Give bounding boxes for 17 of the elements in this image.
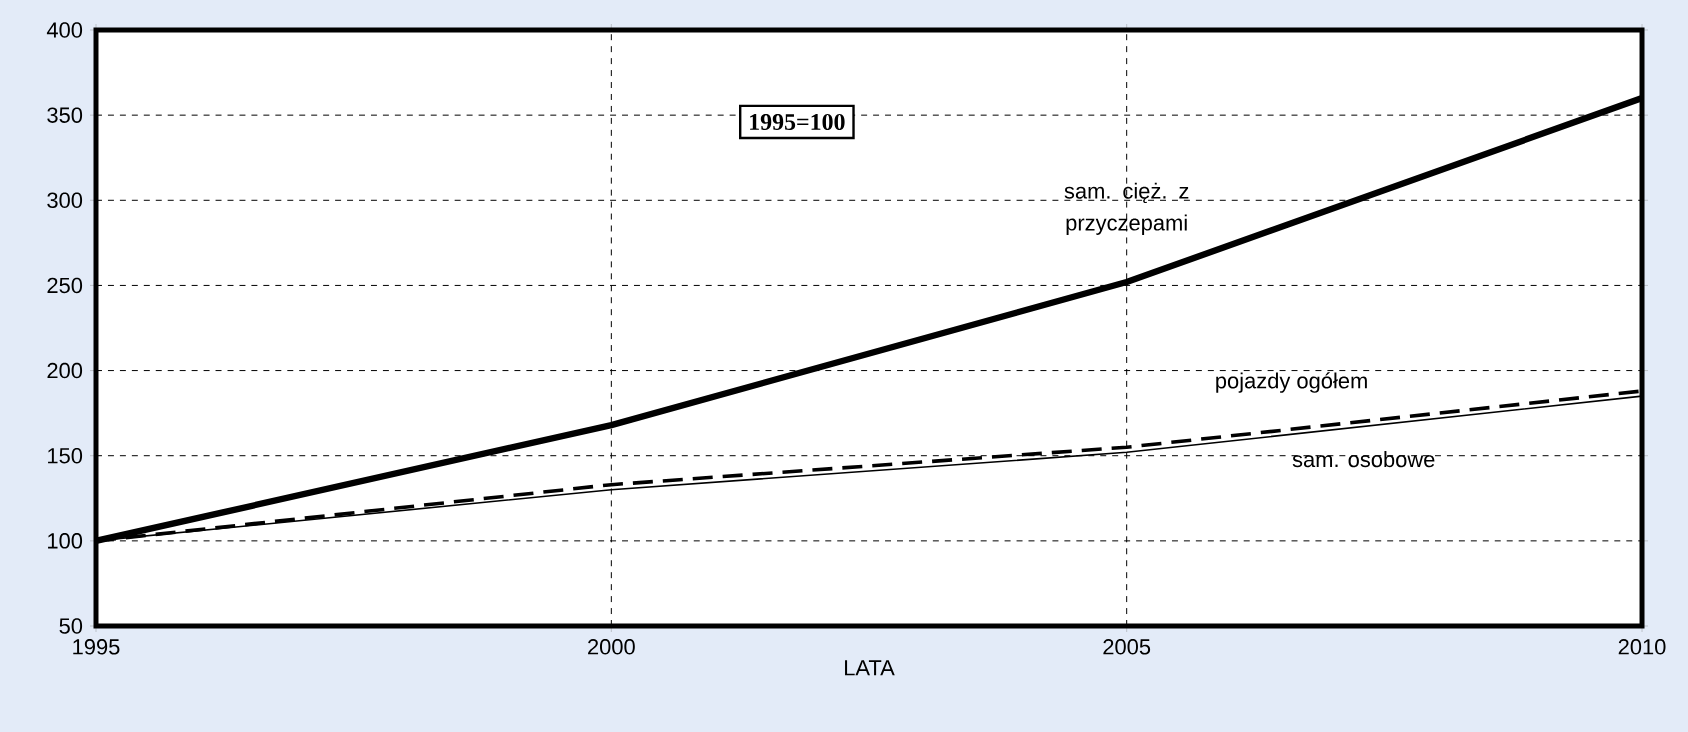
y-tick-label: 50	[59, 618, 83, 634]
x-tick-label: 1995	[73, 639, 120, 655]
x-tick-label: 2000	[588, 639, 635, 655]
x-tick-label: 2010	[1618, 639, 1666, 655]
y-tick-label: 250	[47, 277, 83, 294]
series-label: pojazdy ogółem	[1216, 372, 1367, 393]
y-tick-label: 400	[46, 22, 83, 38]
y-tick-label: 300	[47, 192, 83, 209]
series-label: sam. osobowe	[1292, 451, 1435, 468]
annotation: 1995=100	[750, 113, 845, 130]
x-axis-title: LATA	[845, 660, 895, 676]
x-tick-label: 2005	[1103, 639, 1151, 655]
series-label: sam. cięż. z przyczepami	[1064, 182, 1189, 235]
y-tick-label: 200	[47, 362, 83, 379]
y-tick-label: 150	[48, 447, 83, 464]
y-tick-label: 100	[48, 533, 83, 549]
y-tick-label: 350	[47, 107, 83, 123]
